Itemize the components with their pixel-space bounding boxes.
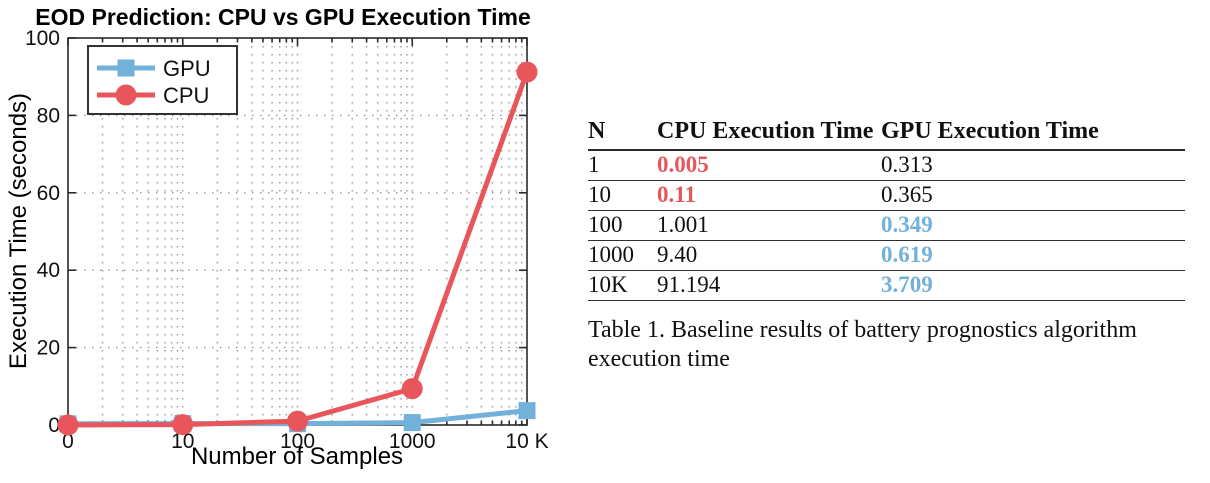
cpu-marker [172, 414, 194, 436]
table-cell-cpu: 91.194 [657, 270, 881, 301]
cpu-marker [57, 414, 79, 436]
table-cell-n: 10K [588, 270, 657, 301]
table-cell-gpu: 0.349 [881, 210, 1185, 241]
chart-svg: EOD Prediction: CPU vs GPU Execution Tim… [5, 4, 549, 470]
gpu-marker [403, 414, 421, 432]
tick-labels: 0 10 100 1000 10 K 0 20 40 60 80 100 [25, 27, 549, 453]
table-cell-n: 1000 [588, 240, 657, 271]
table-cell-gpu: 0.313 [881, 150, 1185, 181]
x-axis-label: Number of Samples [191, 443, 403, 470]
y-tick-label: 60 [37, 182, 60, 205]
table-cell-n: 100 [588, 210, 657, 241]
table-cell-n: 1 [588, 150, 657, 181]
y-axis-label: Execution Time (seconds) [5, 93, 32, 369]
table-row: 10 0.11 0.365 [588, 180, 1185, 211]
execution-time-chart: EOD Prediction: CPU vs GPU Execution Tim… [0, 0, 580, 483]
y-tick-label: 100 [25, 27, 60, 50]
column-header-cpu: CPU Execution Time [657, 118, 881, 151]
cpu-marker [401, 378, 423, 400]
x-tick-label: 100 [280, 430, 315, 453]
x-tick-label: 0 [62, 430, 74, 453]
y-tick-label: 40 [37, 259, 60, 282]
x-tick-label: 10 K [505, 430, 548, 453]
table-cell-cpu: 1.001 [657, 210, 881, 241]
x-gridlines [101, 38, 523, 425]
table-row: 1000 9.40 0.619 [588, 240, 1185, 271]
table-cell-gpu: 0.365 [881, 180, 1185, 211]
legend-gpu-marker [117, 59, 135, 77]
table-caption-line2: execution time [588, 346, 730, 372]
table-cell-n: 10 [588, 180, 657, 211]
table-cell-gpu: 0.619 [881, 240, 1185, 271]
chart-title: EOD Prediction: CPU vs GPU Execution Tim… [35, 4, 530, 30]
column-header-n: N [588, 118, 657, 151]
table-row: 10K 91.194 3.709 [588, 270, 1185, 301]
y-tick-label: 0 [48, 414, 60, 437]
x-tick-label: 10 [171, 430, 194, 453]
table-cell-cpu: 9.40 [657, 240, 881, 271]
y-tick-label: 20 [37, 337, 60, 360]
x-tick-label: 1000 [389, 430, 436, 453]
cpu-marker [287, 410, 308, 432]
table-header-row: N CPU Execution Time GPU Execution Time [588, 118, 1185, 151]
column-header-gpu: GPU Execution Time [881, 118, 1185, 151]
table-caption: Table 1. Baseline results of battery pro… [588, 316, 1193, 374]
table-row: 1 0.005 0.313 [588, 150, 1185, 181]
y-tick-label: 80 [37, 104, 60, 127]
legend-box [87, 45, 238, 115]
legend-cpu-label: CPU [163, 83, 209, 108]
table-cell-cpu: 0.11 [657, 180, 881, 211]
cpu-series [57, 61, 538, 436]
table-caption-line1: Table 1. Baseline results of battery pro… [588, 317, 1137, 343]
cpu-line [65, 69, 530, 428]
legend-gpu-label: GPU [163, 56, 211, 81]
cpu-marker [516, 61, 538, 83]
gpu-marker [518, 402, 536, 420]
table-cell-gpu: 3.709 [881, 270, 1185, 301]
legend-cpu-marker [115, 84, 137, 106]
table-row: 100 1.001 0.349 [588, 210, 1185, 241]
table-cell-cpu: 0.005 [657, 150, 881, 181]
